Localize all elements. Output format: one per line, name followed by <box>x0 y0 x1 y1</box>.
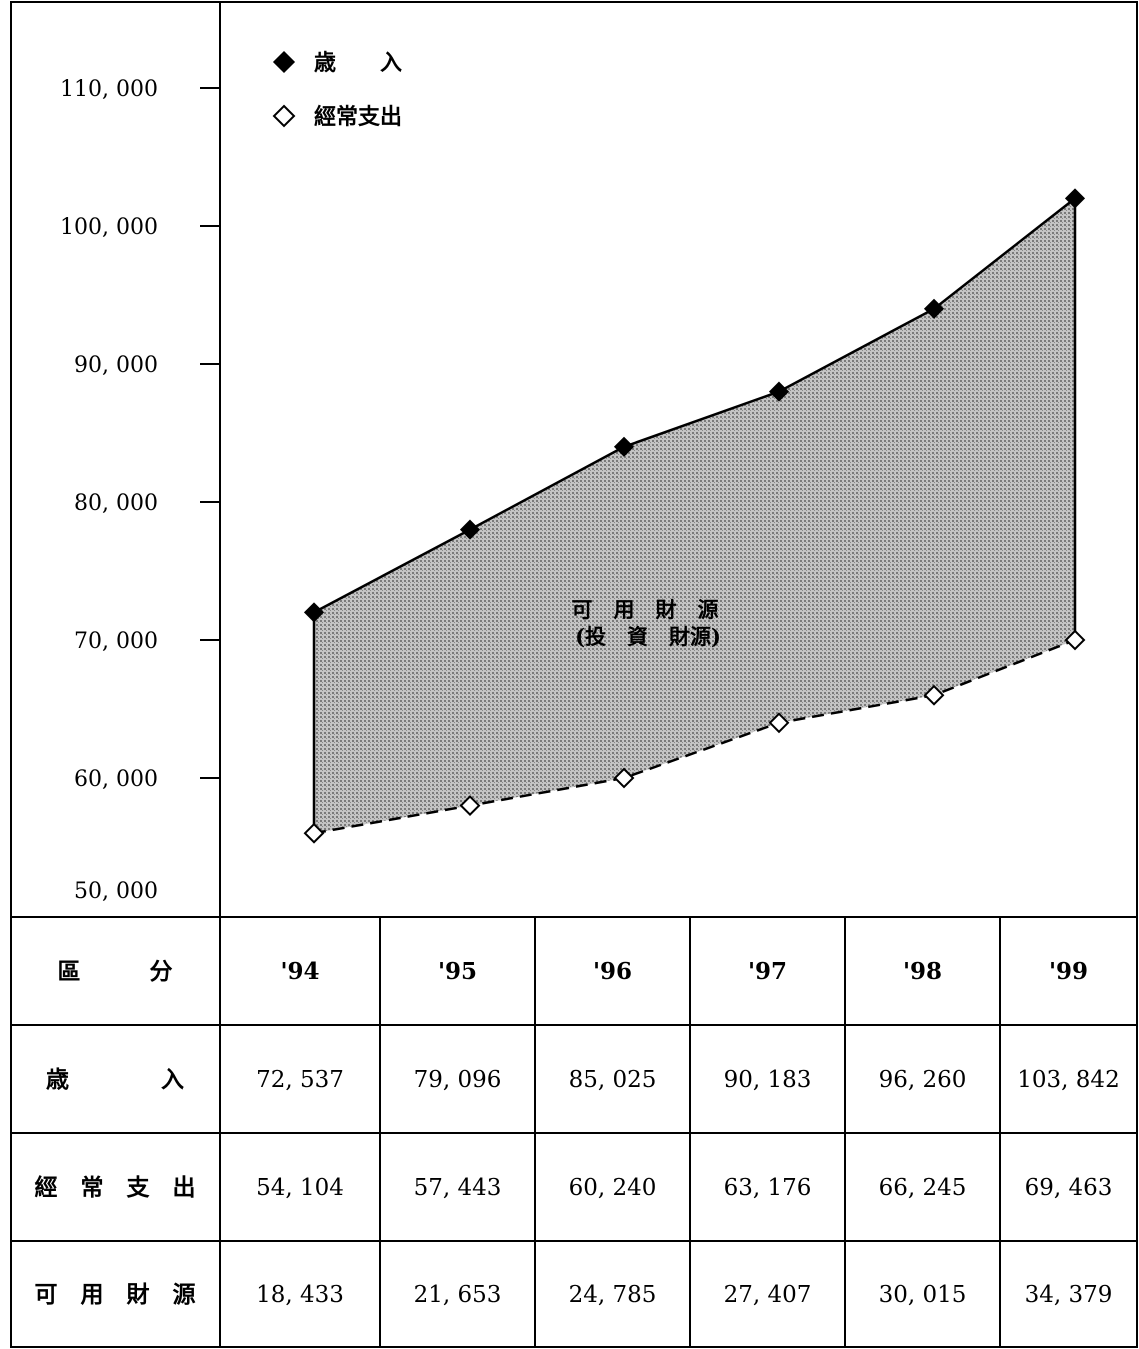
table-cell: 90, 183 <box>724 1067 812 1093</box>
table-cell: 57, 443 <box>414 1175 502 1201</box>
expenditure-point <box>923 684 945 706</box>
table-cell: 34, 379 <box>1025 1282 1113 1308</box>
revenue-point <box>303 602 325 623</box>
table-cell: 79, 096 <box>414 1067 502 1093</box>
table-cell: 18, 433 <box>256 1282 344 1308</box>
table-cell: 69, 463 <box>1025 1175 1113 1201</box>
legend-expenditure-label: 經常支出 <box>314 104 402 130</box>
y-tick-label: 60, 000 <box>74 767 158 792</box>
table-column-header: '95 <box>438 958 477 985</box>
expenditure-point <box>303 822 325 844</box>
table-row-label: 經 常 支 出 <box>35 1174 196 1201</box>
area-label-line-2: (投 資 財源) <box>575 624 721 649</box>
table-cell: 103, 842 <box>1017 1067 1119 1093</box>
expenditure-point <box>613 767 635 789</box>
legend-hollow-diamond-icon <box>272 104 296 128</box>
y-tick-label: 90, 000 <box>74 353 158 378</box>
table-cell: 60, 240 <box>569 1175 657 1201</box>
legend-revenue-label: 歳 入 <box>314 50 402 76</box>
revenue-point <box>1064 188 1086 209</box>
y-tick-label: 110, 000 <box>60 77 158 102</box>
revenue-line <box>313 197 1076 614</box>
table-cell: 85, 025 <box>569 1067 657 1093</box>
table-cell: 21, 653 <box>414 1282 502 1308</box>
expenditure-markers <box>303 629 1086 844</box>
table-cell: 63, 176 <box>724 1175 812 1201</box>
legend: 歳 入 經常支出 <box>272 50 402 130</box>
table-header-label: 區 分 <box>58 958 173 985</box>
y-tick-label: 100, 000 <box>60 215 158 240</box>
table-cell: 30, 015 <box>879 1282 967 1308</box>
table-column-header: '96 <box>593 958 632 985</box>
revenue-markers <box>303 188 1086 623</box>
data-table-grid <box>11 917 1137 1347</box>
table-cell: 54, 104 <box>256 1175 344 1201</box>
available-funds-area <box>314 198 1075 834</box>
table-column-header: '97 <box>748 958 787 985</box>
table-cell: 72, 537 <box>256 1067 344 1093</box>
expenditure-point <box>459 795 481 817</box>
table-cell: 24, 785 <box>569 1282 657 1308</box>
expenditure-point <box>768 712 790 734</box>
area-label-line-1: 可 用 財 源 <box>572 597 719 622</box>
table-cell: 66, 245 <box>879 1175 967 1201</box>
y-tick-label: 70, 000 <box>74 629 158 654</box>
data-table: 區 分 '94 '95 '96 '97 '98 '99 歳 入 72, 537 79, 096 85… <box>35 958 1120 1308</box>
legend-filled-diamond-icon <box>272 50 296 74</box>
table-column-header: '98 <box>903 958 942 985</box>
table-row-label: 可 用 財 源 <box>35 1281 196 1308</box>
y-tick-label: 80, 000 <box>74 491 158 516</box>
revenue-point <box>768 381 790 402</box>
table-cell: 96, 260 <box>879 1067 967 1093</box>
outer-border <box>10 1 1138 1348</box>
expenditure-point <box>1064 629 1086 651</box>
table-row-label: 歳 入 <box>46 1066 184 1093</box>
y-axis: 110, 000 100, 000 90, 000 80, 000 70, 000 60,… <box>60 77 220 904</box>
revenue-point <box>613 436 635 457</box>
table-column-header: '94 <box>280 958 319 985</box>
revenue-point <box>459 519 481 540</box>
table-column-header: '99 <box>1049 958 1088 985</box>
y-tick-label: 50, 000 <box>74 879 158 904</box>
revenue-point <box>923 298 945 319</box>
table-cell: 27, 407 <box>724 1282 812 1308</box>
